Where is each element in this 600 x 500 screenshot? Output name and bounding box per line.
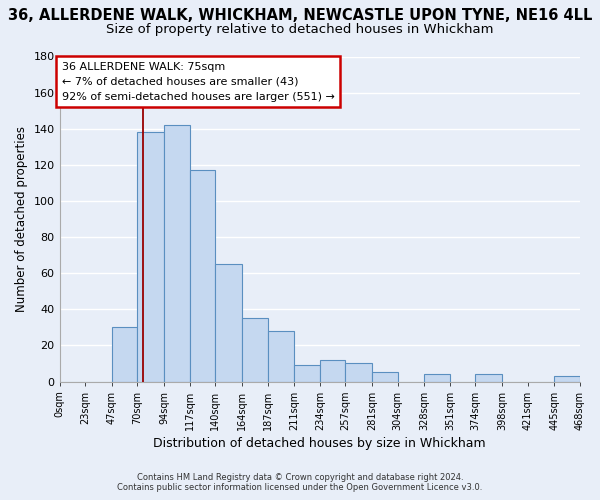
Text: Size of property relative to detached houses in Whickham: Size of property relative to detached ho…: [106, 22, 494, 36]
Y-axis label: Number of detached properties: Number of detached properties: [15, 126, 28, 312]
Bar: [268, 331, 294, 382]
Bar: [112, 328, 137, 382]
Bar: [475, 374, 502, 382]
Bar: [320, 360, 346, 382]
Text: 36, ALLERDENE WALK, WHICKHAM, NEWCASTLE UPON TYNE, NE16 4LL: 36, ALLERDENE WALK, WHICKHAM, NEWCASTLE …: [8, 8, 592, 22]
Text: Contains HM Land Registry data © Crown copyright and database right 2024.
Contai: Contains HM Land Registry data © Crown c…: [118, 473, 482, 492]
Bar: [190, 170, 215, 382]
Bar: [164, 125, 190, 382]
Bar: [137, 132, 164, 382]
Bar: [242, 318, 268, 382]
Bar: [346, 364, 372, 382]
Bar: [294, 366, 320, 382]
Bar: [215, 264, 242, 382]
X-axis label: Distribution of detached houses by size in Whickham: Distribution of detached houses by size …: [154, 437, 486, 450]
Bar: [554, 376, 580, 382]
Bar: [372, 372, 398, 382]
Bar: [424, 374, 450, 382]
Text: 36 ALLERDENE WALK: 75sqm
← 7% of detached houses are smaller (43)
92% of semi-de: 36 ALLERDENE WALK: 75sqm ← 7% of detache…: [62, 62, 335, 102]
